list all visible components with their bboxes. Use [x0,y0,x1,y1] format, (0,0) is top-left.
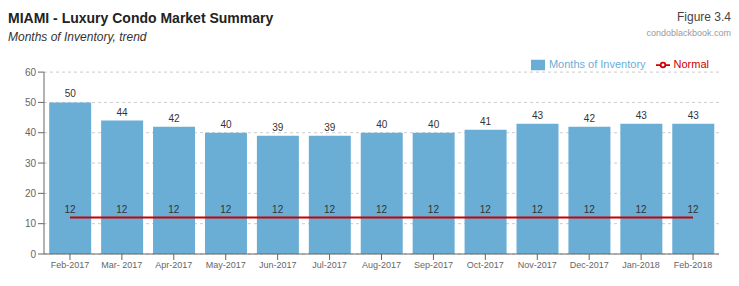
html-text:Figure 3.4: Figure 3.4 [677,10,731,24]
html-text:Months of Inventory: Months of Inventory [548,58,646,70]
svg-text:Oct-2017: Oct-2017 [467,260,504,270]
svg-text:12: 12 [324,204,336,215]
svg-text:40: 40 [428,119,440,130]
svg-text:40: 40 [376,119,388,130]
svg-text:12: 12 [220,204,232,215]
svg-text:12: 12 [116,204,128,215]
svg-text:43: 43 [532,110,544,121]
svg-text:May-2017: May-2017 [206,260,246,270]
svg-text:43: 43 [636,110,648,121]
svg-text:39: 39 [272,122,284,133]
svg-text:12: 12 [376,204,388,215]
svg-text:Jun-2017: Jun-2017 [259,260,297,270]
svg-text:43: 43 [688,110,700,121]
svg-text:Feb-2018: Feb-2018 [674,260,713,270]
svg-text:Jul-2017: Jul-2017 [312,260,347,270]
html-text:Months of Inventory, trend: Months of Inventory, trend [8,30,147,44]
svg-text:Nov-2017: Nov-2017 [518,260,557,270]
svg-text:Feb-2017: Feb-2017 [51,260,90,270]
svg-text:39: 39 [324,122,336,133]
svg-text:12: 12 [64,204,76,215]
svg-text:42: 42 [584,113,596,124]
html-text:condoblackbook.com: condoblackbook.com [646,28,731,38]
svg-text:Mar- 2017: Mar- 2017 [101,260,142,270]
svg-text:0: 0 [30,249,36,260]
svg-text:50: 50 [25,97,37,108]
svg-text:42: 42 [168,113,180,124]
svg-text:12: 12 [584,204,596,215]
svg-text:12: 12 [272,204,284,215]
svg-text:41: 41 [480,116,492,127]
svg-text:20: 20 [25,188,37,199]
svg-text:60: 60 [25,67,37,78]
svg-text:12: 12 [168,204,180,215]
svg-text:12: 12 [428,204,440,215]
svg-text:40: 40 [25,127,37,138]
svg-text:12: 12 [480,204,492,215]
svg-text:Jan-2018: Jan-2018 [622,260,660,270]
svg-text:Dec-2017: Dec-2017 [570,260,609,270]
svg-text:Aug-2017: Aug-2017 [362,260,401,270]
svg-text:10: 10 [25,218,37,229]
svg-text:12: 12 [687,204,699,215]
html-text:MIAMI - Luxury Condo Market Su: MIAMI - Luxury Condo Market Summary [8,10,274,26]
svg-text:Apr-2017: Apr-2017 [155,260,192,270]
svg-text:12: 12 [636,204,648,215]
html-text:Normal: Normal [673,58,709,70]
svg-text:40: 40 [220,119,232,130]
svg-text:50: 50 [65,88,77,99]
svg-text:44: 44 [117,107,129,118]
svg-text:Sep-2017: Sep-2017 [414,260,453,270]
svg-text:12: 12 [532,204,544,215]
svg-text:30: 30 [25,158,37,169]
